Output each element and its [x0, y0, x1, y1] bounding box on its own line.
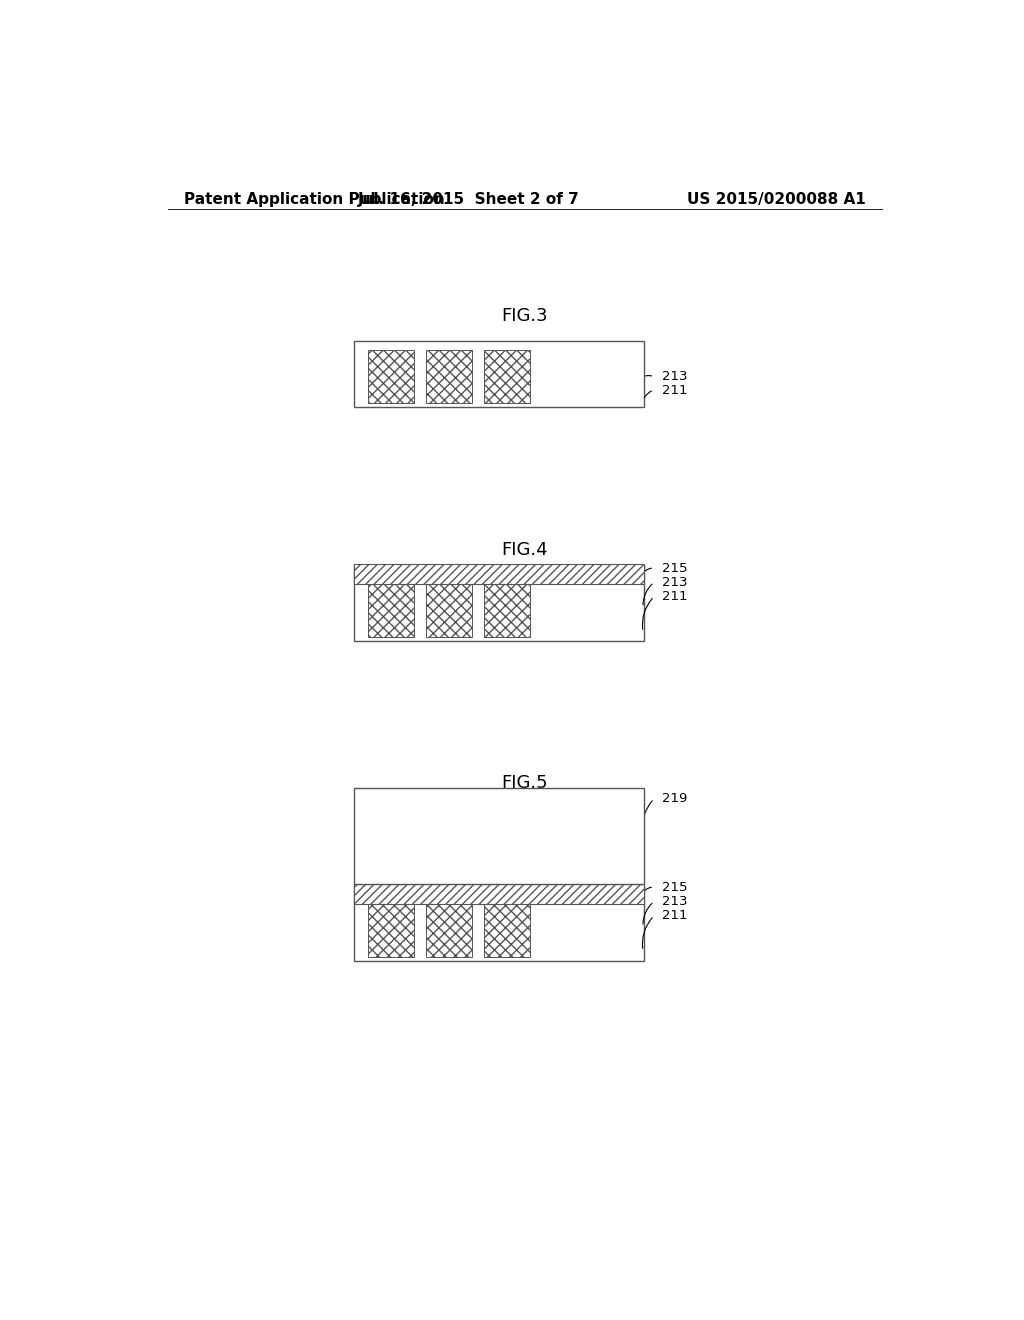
Bar: [354, 565, 644, 642]
Text: 211: 211: [663, 590, 687, 603]
Text: FIG.5: FIG.5: [502, 775, 548, 792]
Bar: [354, 884, 644, 904]
Bar: [483, 585, 529, 638]
Text: 215: 215: [663, 880, 687, 894]
Text: 215: 215: [663, 561, 687, 574]
Bar: [354, 886, 644, 961]
Text: 213: 213: [663, 371, 687, 383]
Bar: [426, 351, 472, 404]
Bar: [483, 351, 529, 404]
Bar: [368, 351, 414, 404]
Bar: [483, 904, 529, 957]
Bar: [426, 904, 472, 957]
Bar: [368, 904, 414, 957]
Bar: [368, 585, 414, 638]
Text: 213: 213: [663, 895, 687, 908]
Text: 211: 211: [663, 384, 687, 396]
Bar: [354, 342, 644, 408]
Text: Jul. 16, 2015  Sheet 2 of 7: Jul. 16, 2015 Sheet 2 of 7: [358, 191, 581, 206]
Text: 219: 219: [663, 792, 687, 805]
Bar: [426, 585, 472, 638]
Bar: [354, 788, 644, 884]
Text: FIG.3: FIG.3: [502, 308, 548, 325]
Text: 211: 211: [663, 909, 687, 923]
Text: 213: 213: [663, 576, 687, 589]
Text: US 2015/0200088 A1: US 2015/0200088 A1: [687, 191, 866, 206]
Bar: [354, 564, 644, 585]
Text: FIG.4: FIG.4: [502, 541, 548, 558]
Text: Patent Application Publication: Patent Application Publication: [183, 191, 444, 206]
